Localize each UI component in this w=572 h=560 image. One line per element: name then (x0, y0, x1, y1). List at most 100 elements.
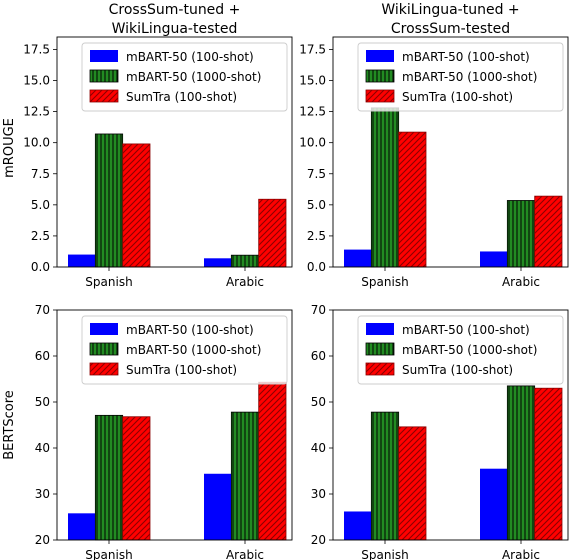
legend-label: mBART-50 (1000-shot) (126, 70, 261, 84)
chart-title-line: CrossSum-tuned + (109, 2, 241, 18)
x-tick-label-spanish: Spanish (361, 275, 408, 289)
ylabel-top: mROUGE (2, 118, 17, 178)
y-tick-label: 30 (35, 487, 50, 501)
legend-swatch (365, 69, 395, 83)
y-tick-label: 5.0 (307, 198, 326, 212)
legend-swatch (89, 89, 119, 103)
y-tick-label: 15.0 (299, 74, 326, 88)
bar-spanish-series-2 (398, 426, 427, 541)
legend-label: SumTra (100-shot) (126, 90, 237, 104)
chart-panel-bertscore-left: Spanish Arabic 20 30 40 50 60 70 mBART-50 (100-s… (35, 303, 293, 560)
legend-swatch (90, 50, 118, 62)
legend-label: SumTra (100-shot) (402, 90, 513, 104)
chart-panel-bertscore-right: Spanish Arabic 20 30 40 50 60 70 mBART-50 (100-s… (311, 303, 569, 560)
legend-label: SumTra (100-shot) (126, 363, 237, 377)
bar-spanish-series-1 (370, 107, 400, 268)
bar-spanish-series-0 (68, 254, 96, 267)
y-tick-label: 50 (311, 395, 326, 409)
legend-box (81, 42, 288, 112)
bar-arabic-series-0 (480, 468, 508, 540)
legend-swatch (365, 362, 395, 376)
bar-arabic-series-0 (204, 473, 232, 540)
legend-swatch (90, 323, 118, 335)
y-tick-label: 12.5 (23, 105, 50, 119)
bar-spanish-series-2 (398, 131, 427, 268)
legend-box (81, 315, 288, 385)
y-tick-label: 20 (35, 533, 50, 547)
legend-swatch (366, 323, 394, 335)
bar-spanish-series-0 (344, 249, 372, 267)
legend-label: mBART-50 (100-shot) (402, 50, 530, 64)
x-tick-label-spanish: Spanish (361, 548, 408, 560)
bar-arabic-series-1 (230, 411, 260, 541)
legend-swatch (89, 362, 119, 376)
chart-panel-wikilingua-tuned: WikiLingua-tuned + CrossSum-tested Spanish… (299, 2, 569, 289)
bar-arabic-series-2 (258, 381, 287, 541)
bar-arabic-series-0 (204, 258, 232, 267)
plot-frame (332, 36, 569, 268)
legend-swatch (89, 69, 119, 83)
chart-title-line: WikiLingua-tuned + (381, 2, 519, 18)
ylabel-bottom: BERTScore (2, 390, 17, 460)
y-tick-label: 5.0 (31, 198, 50, 212)
y-tick-label: 50 (35, 395, 50, 409)
legend-box (357, 315, 564, 385)
y-tick-label: 12.5 (299, 105, 326, 119)
y-tick-label: 0.0 (31, 260, 50, 274)
y-tick-label: 60 (311, 349, 326, 363)
legend-swatch (365, 89, 395, 103)
legend-label: mBART-50 (100-shot) (402, 323, 530, 337)
x-tick-label-spanish: Spanish (85, 548, 132, 560)
y-tick-label: 10.0 (23, 136, 50, 150)
chart-panel-crosssum-tuned: CrossSum-tuned + WikiLingua-tested Spanish… (23, 2, 293, 289)
plot-frame (56, 309, 293, 541)
chart-title-line: CrossSum-tested (391, 21, 510, 37)
legend-label: mBART-50 (1000-shot) (402, 70, 537, 84)
legend-swatch (365, 342, 395, 356)
bar-spanish-series-1 (94, 133, 124, 268)
y-tick-label: 2.5 (31, 229, 50, 243)
y-tick-label: 20 (311, 533, 326, 547)
y-tick-label: 40 (35, 441, 50, 455)
legend-swatch (366, 50, 394, 62)
y-tick-label: 15.0 (23, 74, 50, 88)
bar-spanish-series-1 (370, 411, 400, 541)
x-tick-label-arabic: Arabic (226, 548, 264, 560)
legend-label: mBART-50 (100-shot) (126, 50, 254, 64)
plot-frame (56, 36, 293, 268)
y-tick-label: 7.5 (31, 167, 50, 181)
bar-arabic-series-2 (258, 198, 287, 268)
bar-arabic-series-1 (230, 254, 260, 268)
bar-spanish-series-0 (344, 511, 372, 540)
bar-arabic-series-1 (506, 200, 536, 268)
legend-swatch (89, 342, 119, 356)
bar-spanish-series-0 (68, 513, 96, 540)
y-tick-label: 7.5 (307, 167, 326, 181)
bar-arabic-series-1 (506, 385, 536, 541)
legend-box (357, 42, 564, 112)
plot-frame (332, 309, 569, 541)
x-tick-label-spanish: Spanish (85, 275, 132, 289)
bar-spanish-series-1 (94, 414, 124, 541)
y-tick-label: 17.5 (23, 42, 50, 56)
bar-spanish-series-2 (122, 143, 151, 268)
y-tick-label: 60 (35, 349, 50, 363)
bar-spanish-series-2 (122, 416, 151, 541)
legend-label: mBART-50 (1000-shot) (402, 343, 537, 357)
x-tick-label-arabic: Arabic (502, 548, 540, 560)
legend-label: mBART-50 (1000-shot) (126, 343, 261, 357)
bar-arabic-series-2 (534, 387, 563, 541)
bar-arabic-series-2 (534, 195, 563, 268)
x-tick-label-arabic: Arabic (226, 275, 264, 289)
legend-label: mBART-50 (100-shot) (126, 323, 254, 337)
y-tick-label: 17.5 (299, 42, 326, 56)
y-tick-label: 30 (311, 487, 326, 501)
bar-arabic-series-0 (480, 251, 508, 267)
x-tick-label-arabic: Arabic (502, 275, 540, 289)
y-tick-label: 70 (311, 303, 326, 317)
y-tick-label: 40 (311, 441, 326, 455)
y-tick-label: 0.0 (307, 260, 326, 274)
y-tick-label: 70 (35, 303, 50, 317)
y-tick-label: 10.0 (299, 136, 326, 150)
